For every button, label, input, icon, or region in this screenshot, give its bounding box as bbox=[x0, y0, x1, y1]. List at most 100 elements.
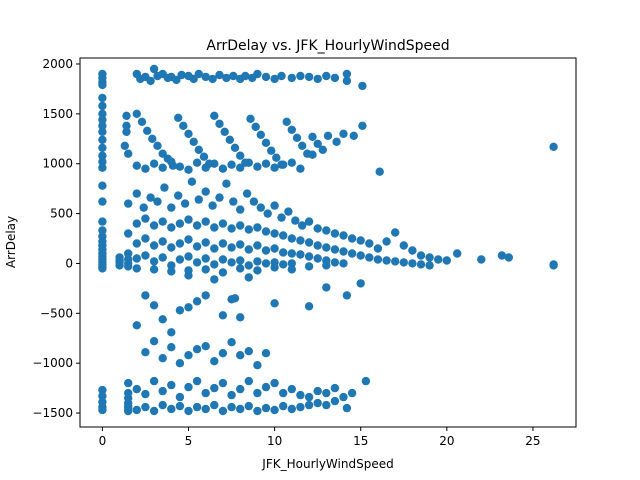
data-point bbox=[215, 193, 224, 202]
data-point bbox=[218, 349, 228, 358]
data-point bbox=[124, 262, 133, 271]
data-point bbox=[160, 183, 169, 192]
data-point bbox=[304, 302, 314, 311]
data-point bbox=[201, 217, 210, 226]
data-point bbox=[192, 297, 202, 306]
y-tick-label: 1500 bbox=[42, 107, 73, 121]
data-point bbox=[158, 400, 167, 410]
data-point bbox=[408, 246, 417, 255]
data-point bbox=[192, 158, 202, 167]
data-point bbox=[210, 383, 219, 393]
data-point bbox=[184, 303, 193, 312]
data-point bbox=[342, 69, 352, 79]
data-point bbox=[175, 392, 185, 402]
data-point bbox=[246, 114, 255, 124]
data-point bbox=[132, 384, 141, 394]
data-point bbox=[282, 117, 291, 127]
data-point bbox=[261, 382, 271, 392]
data-point bbox=[98, 127, 107, 136]
data-point bbox=[158, 217, 167, 226]
data-point bbox=[236, 404, 245, 414]
data-point bbox=[149, 64, 159, 74]
data-point bbox=[229, 197, 238, 206]
data-point bbox=[194, 195, 203, 204]
data-point bbox=[167, 243, 176, 252]
data-point bbox=[253, 257, 262, 266]
data-point bbox=[322, 388, 331, 398]
data-point bbox=[287, 404, 296, 414]
data-point bbox=[425, 261, 434, 270]
data-point bbox=[98, 143, 107, 152]
data-point bbox=[244, 401, 253, 411]
x-tick-label: 5 bbox=[185, 434, 193, 448]
data-point bbox=[304, 392, 314, 402]
data-point bbox=[365, 253, 374, 262]
data-point bbox=[184, 235, 193, 244]
data-point bbox=[132, 109, 141, 119]
data-point bbox=[342, 291, 352, 300]
data-point bbox=[323, 131, 333, 140]
data-point bbox=[313, 386, 322, 396]
data-point bbox=[167, 380, 176, 390]
data-point bbox=[149, 265, 159, 274]
data-point bbox=[208, 74, 217, 84]
data-point bbox=[287, 158, 296, 167]
data-point bbox=[356, 251, 365, 260]
data-point bbox=[236, 384, 245, 394]
data-point bbox=[375, 167, 384, 176]
data-point bbox=[358, 121, 367, 130]
data-point bbox=[347, 249, 357, 258]
data-point bbox=[98, 391, 107, 401]
data-point bbox=[373, 255, 383, 264]
data-point bbox=[218, 255, 228, 264]
data-point bbox=[132, 321, 141, 330]
data-point bbox=[175, 401, 185, 411]
data-point bbox=[277, 71, 286, 81]
data-point bbox=[261, 349, 271, 358]
data-point bbox=[132, 239, 141, 248]
data-point bbox=[251, 122, 260, 131]
data-point bbox=[192, 376, 202, 386]
data-point bbox=[322, 283, 331, 292]
data-point bbox=[192, 345, 202, 354]
data-point bbox=[287, 125, 296, 134]
data-point bbox=[270, 163, 279, 172]
data-point bbox=[149, 301, 159, 310]
data-point bbox=[201, 291, 210, 300]
data-point bbox=[330, 383, 340, 393]
data-point bbox=[175, 239, 185, 248]
data-point bbox=[497, 251, 507, 260]
data-point bbox=[115, 261, 124, 270]
y-tick-label: −500 bbox=[40, 306, 73, 320]
data-point bbox=[425, 253, 434, 262]
data-point bbox=[98, 217, 107, 226]
data-point bbox=[296, 71, 305, 81]
data-point bbox=[330, 258, 340, 267]
data-point bbox=[158, 237, 167, 246]
data-point bbox=[291, 216, 300, 225]
data-point bbox=[187, 177, 197, 186]
data-point bbox=[244, 273, 253, 282]
data-point bbox=[339, 129, 348, 138]
data-point bbox=[279, 401, 288, 411]
data-point bbox=[149, 376, 159, 386]
data-point bbox=[272, 153, 281, 162]
data-point bbox=[244, 158, 253, 167]
data-point bbox=[399, 258, 408, 267]
data-point bbox=[201, 404, 210, 414]
data-point bbox=[339, 392, 348, 402]
data-point bbox=[141, 389, 150, 399]
data-point bbox=[296, 390, 305, 400]
data-point bbox=[184, 215, 193, 224]
data-point bbox=[124, 149, 133, 158]
data-point bbox=[146, 193, 155, 202]
data-point bbox=[322, 243, 331, 252]
data-point bbox=[122, 121, 131, 130]
data-point bbox=[184, 165, 193, 174]
data-point bbox=[227, 258, 236, 267]
data-point bbox=[296, 250, 305, 259]
data-point bbox=[225, 135, 234, 144]
data-point bbox=[141, 402, 150, 412]
data-point bbox=[304, 217, 314, 226]
data-point bbox=[201, 72, 210, 82]
